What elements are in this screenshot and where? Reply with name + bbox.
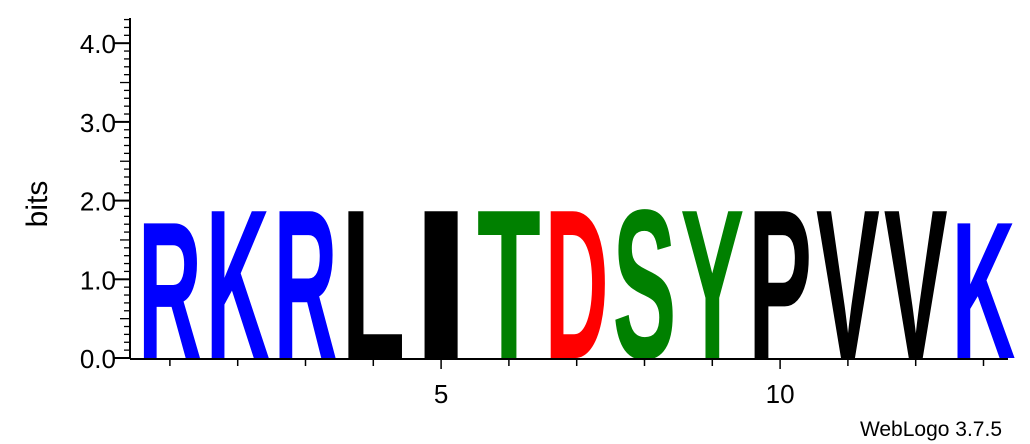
logo-letter-r-pos-3: R — [274, 165, 338, 404]
weblogo-version-label: WebLogo 3.7.5 — [860, 418, 1002, 441]
y-tick-label: 2.0 — [80, 187, 116, 217]
x-tick-label: 5 — [434, 379, 448, 409]
logo-letter-k-pos-2: K — [206, 165, 270, 404]
logo-letter-d-pos-7: D — [545, 165, 609, 404]
y-tick-label: 3.0 — [80, 108, 116, 138]
x-axis: 5 10 — [130, 358, 1008, 409]
logo-letter-l-pos-4: L — [341, 165, 405, 404]
logo-letter-y-pos-9: Y — [680, 166, 744, 405]
y-axis: 0.0 1.0 2.0 3.0 4.0 — [80, 18, 131, 374]
logo-letter-s-pos-8: S — [613, 166, 677, 405]
y-axis-title: bits — [21, 181, 54, 228]
y-tick-label: 0.0 — [80, 344, 116, 374]
logo-letter-v-pos-12: V — [884, 166, 948, 405]
logo-letter-k-pos-13: K — [952, 183, 1016, 401]
logo-letter-t-pos-6: T — [477, 165, 541, 404]
logo-letter-v-pos-11: V — [816, 166, 880, 405]
x-tick-label: 10 — [766, 379, 795, 409]
logo-letter-r-pos-1: R — [138, 183, 202, 401]
y-tick-label: 1.0 — [80, 265, 116, 295]
y-tick-label: 4.0 — [80, 29, 116, 59]
